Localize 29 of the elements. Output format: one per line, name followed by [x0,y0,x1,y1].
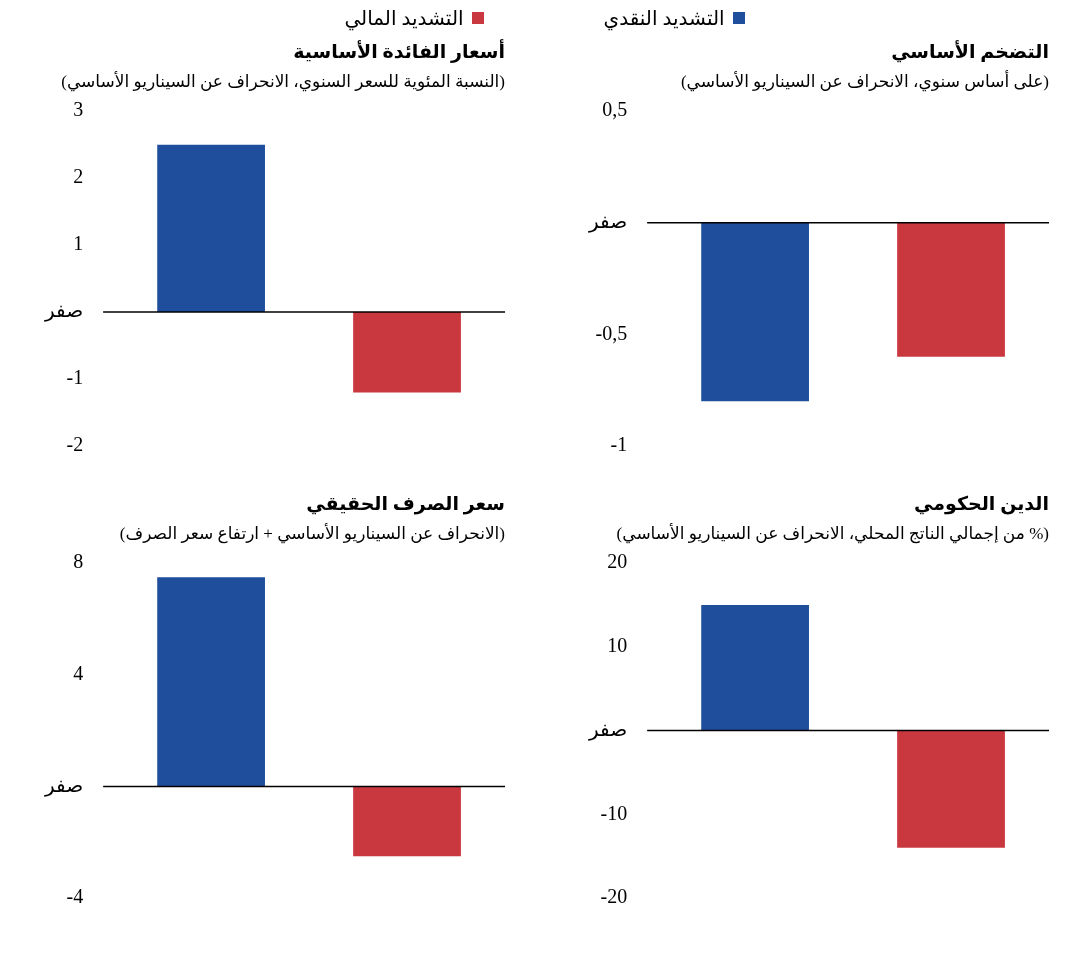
y-tick-label: 0,5- [595,321,628,344]
chart-subtitle: (على أساس سنوي، الانحراف عن السيناريو الأساسي) [680,70,1049,93]
chart-subtitle: (الانحراف عن السيناريو الأساسي + ارتفاع سعر الصرف) [119,523,505,545]
y-tick-label: 2- [66,433,84,456]
y-tick-label: 0,5 [602,98,628,121]
chart-subtitle: (النسبة المئوية للسعر السنوي، الانحراف عن السيناريو الأساسي) [61,71,505,93]
y-tick-label: 1- [610,433,628,456]
y-tick-label: 1 [73,232,84,255]
chart-subtitle: (% من إجمالي الناتج المحلي، الانحراف عن السيناريو الأساسي) [616,523,1049,545]
y-tick-label: 10- [600,801,628,824]
chart-title: سعر الصرف الحقيقي [306,493,505,516]
y-tick-label: صفر [43,299,84,323]
y-tick-label: 20 [607,550,628,573]
y-tick-label: 4 [73,662,84,685]
y-tick-label: 4- [66,885,84,908]
y-tick-label: 1- [66,366,84,389]
y-tick-label: 10 [607,634,628,657]
y-tick-label: صفر [43,773,84,797]
y-tick-label: 2 [73,165,84,188]
chart-title: أسعار الفائدة الأساسية [293,39,505,64]
y-tick-label: صفر [587,210,628,234]
y-tick-label: 3 [73,98,84,121]
legend-label: التشديد النقدي [603,6,725,30]
y-tick-label: 8 [73,550,84,573]
y-tick-label: 20- [600,885,628,908]
legend-label: التشديد المالي [344,6,464,30]
chart-title: التضخم الأساسي [891,40,1049,64]
chart-title: الدين الحكومي [914,493,1049,516]
y-tick-label: صفر [587,717,628,741]
